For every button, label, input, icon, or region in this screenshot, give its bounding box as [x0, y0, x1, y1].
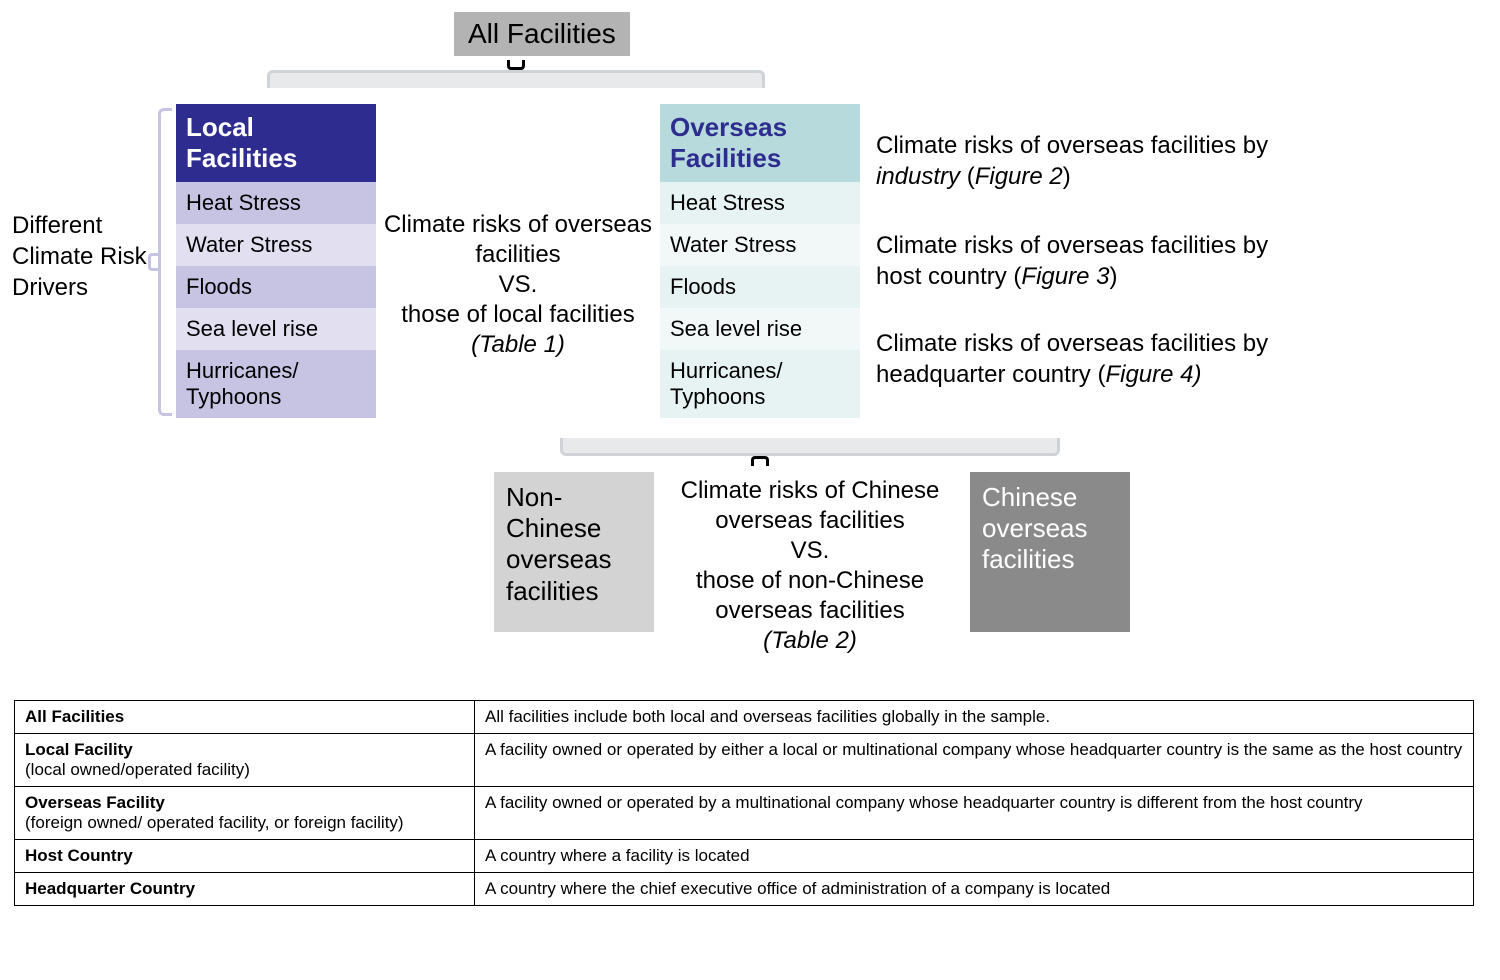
local-header-text: Local Facilities [186, 112, 297, 173]
overseas-row-3-text: Sea level rise [670, 316, 802, 341]
r1c: ( [960, 163, 975, 190]
left-bracket [158, 108, 172, 416]
def-term-cell: Overseas Facility(foreign owned/ operate… [15, 787, 475, 840]
def-row: Overseas Facility(foreign owned/ operate… [15, 787, 1474, 840]
def-term: Overseas Facility [25, 793, 165, 812]
def-row: Local Facility(local owned/operated faci… [15, 734, 1474, 787]
r1d: Figure 2 [975, 163, 1063, 190]
c2-l2: VS. [660, 536, 960, 566]
def-row: All Facilities All facilities include bot… [15, 701, 1474, 734]
right-text-1: Climate risks of overseas facilities by … [876, 130, 1316, 192]
center-text-1: Climate risks of overseas facilities VS.… [378, 210, 658, 360]
def-term-cell: Headquarter Country [15, 873, 475, 906]
nonchinese-text: Non-Chinese overseas facilities [506, 482, 612, 606]
overseas-header-text: Overseas Facilities [670, 112, 787, 173]
local-row-2-text: Floods [186, 274, 252, 299]
local-row-0: Heat Stress [176, 182, 376, 224]
def-term: Host Country [25, 846, 133, 865]
nonchinese-box: Non-Chinese overseas facilities [494, 472, 654, 632]
definitions-table: All Facilities All facilities include bot… [14, 700, 1474, 906]
side-label-text: Different Climate Risk Drivers [12, 212, 147, 301]
overseas-row-0-text: Heat Stress [670, 190, 785, 215]
def-term-cell: Host Country [15, 840, 475, 873]
r2b: Figure 3 [1021, 263, 1109, 290]
overseas-column: Overseas Facilities Heat Stress Water St… [660, 104, 860, 418]
def-term: Headquarter Country [25, 879, 195, 898]
r3b: Figure 4) [1105, 361, 1201, 388]
all-facilities-label: All Facilities [468, 18, 616, 49]
right-text-2: Climate risks of overseas facilities by … [876, 230, 1316, 292]
def-term-cell: All Facilities [15, 701, 475, 734]
def-term-cell: Local Facility(local owned/operated faci… [15, 734, 475, 787]
r3a: Climate risks of overseas facilities by … [876, 330, 1268, 388]
r1a: Climate risks of overseas facilities by [876, 132, 1268, 159]
def-def-cell: A facility owned or operated by either a… [475, 734, 1474, 787]
center-text-2: Climate risks of Chinese overseas facili… [660, 476, 960, 656]
lower-bracket [560, 438, 1060, 456]
right-text-3: Climate risks of overseas facilities by … [876, 328, 1316, 390]
def-sub: (local owned/operated facility) [25, 760, 250, 779]
overseas-row-1: Water Stress [660, 224, 860, 266]
c1-l2: VS. [378, 270, 658, 300]
c2-l3: those of non-Chinese overseas facilities [660, 566, 960, 626]
chinese-text: Chinese overseas facilities [982, 482, 1088, 574]
c1-l4: (Table 1) [378, 330, 658, 360]
overseas-row-1-text: Water Stress [670, 232, 796, 257]
c1-l3: those of local facilities [378, 300, 658, 330]
c2-l4: (Table 2) [660, 626, 960, 656]
top-bracket [267, 70, 765, 88]
local-row-2: Floods [176, 266, 376, 308]
local-row-1-text: Water Stress [186, 232, 312, 257]
overseas-header: Overseas Facilities [660, 104, 860, 182]
r2c: ) [1109, 263, 1117, 290]
overseas-row-4: Hurricanes/ Typhoons [660, 350, 860, 418]
local-row-0-text: Heat Stress [186, 190, 301, 215]
r1e: ) [1063, 163, 1071, 190]
local-header: Local Facilities [176, 104, 376, 182]
side-label: Different Climate Risk Drivers [12, 210, 152, 304]
overseas-row-2-text: Floods [670, 274, 736, 299]
def-term: Local Facility [25, 740, 133, 759]
overseas-row-0: Heat Stress [660, 182, 860, 224]
def-def-cell: A facility owned or operated by a multin… [475, 787, 1474, 840]
overseas-row-2: Floods [660, 266, 860, 308]
def-def-cell: All facilities include both local and ov… [475, 701, 1474, 734]
def-def-cell: A country where a facility is located [475, 840, 1474, 873]
overseas-row-4-text: Hurricanes/ Typhoons [670, 358, 782, 409]
c1-l1: Climate risks of overseas facilities [378, 210, 658, 270]
def-term: All Facilities [25, 707, 124, 726]
local-column: Local Facilities Heat Stress Water Stres… [176, 104, 376, 418]
r1b: industry [876, 163, 960, 190]
all-facilities-box: All Facilities [454, 12, 630, 56]
def-sub: (foreign owned/ operated facility, or fo… [25, 813, 404, 832]
local-row-4-text: Hurricanes/ Typhoons [186, 358, 298, 409]
local-row-3-text: Sea level rise [186, 316, 318, 341]
local-row-3: Sea level rise [176, 308, 376, 350]
def-row: Headquarter Country A country where the c… [15, 873, 1474, 906]
local-row-1: Water Stress [176, 224, 376, 266]
overseas-row-3: Sea level rise [660, 308, 860, 350]
def-def-cell: A country where the chief executive offi… [475, 873, 1474, 906]
def-row: Host Country A country where a facility i… [15, 840, 1474, 873]
c2-l1: Climate risks of Chinese overseas facili… [660, 476, 960, 536]
local-row-4: Hurricanes/ Typhoons [176, 350, 376, 418]
chinese-box: Chinese overseas facilities [970, 472, 1130, 632]
